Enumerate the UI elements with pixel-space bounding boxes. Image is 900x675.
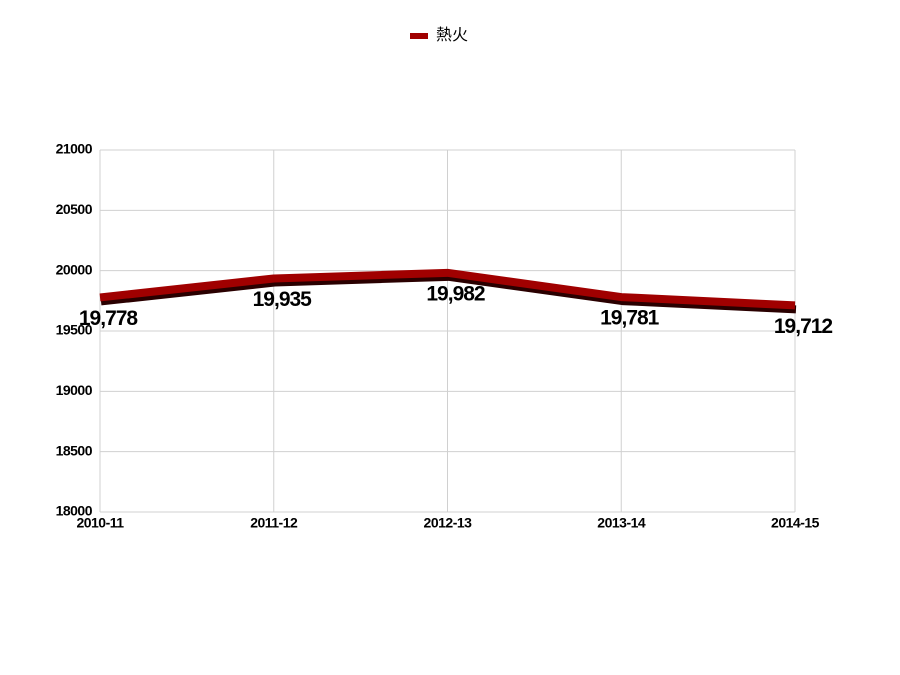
y-tick-label: 18500: [56, 442, 93, 458]
x-tick-label: 2012-13: [424, 515, 473, 531]
y-tick-label: 20500: [56, 201, 93, 217]
legend-swatch: [410, 33, 428, 39]
data-label: 19,935: [253, 288, 313, 311]
data-label: 19,712: [774, 315, 833, 338]
y-tick-label: 20000: [56, 261, 93, 277]
x-tick-label: 2014-15: [771, 515, 820, 531]
legend-label: 熱火: [436, 26, 468, 44]
y-tick-label: 19500: [56, 322, 93, 338]
x-tick-label: 2010-11: [76, 515, 124, 531]
data-label: 19,781: [600, 307, 660, 330]
legend: 熱火: [410, 26, 468, 44]
y-tick-label: 18000: [56, 503, 93, 519]
y-tick-label: 21000: [56, 141, 93, 157]
x-tick-label: 2013-14: [597, 515, 646, 531]
series-line: [99, 268, 796, 310]
x-tick-label: 2011-12: [250, 515, 298, 531]
data-label: 19,778: [79, 307, 139, 330]
data-label: 19,982: [426, 282, 485, 305]
y-tick-label: 19000: [56, 382, 93, 398]
